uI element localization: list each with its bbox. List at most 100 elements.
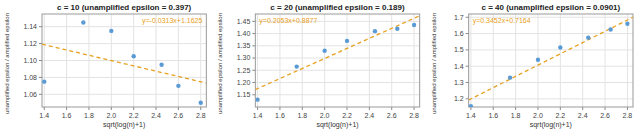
y-grid-line [42,26,206,27]
x-tick-label: 1.6 [62,112,72,119]
scatter-point [469,104,473,107]
scatter-point [508,75,512,79]
y-tick-label: 1.40 [237,30,251,37]
regression-line [42,44,206,83]
y-grid-line [42,43,206,44]
x-tick-label: 2.2 [129,112,139,119]
y-tick-label: 1.25 [237,67,251,74]
y-tick-label: 1.6 [454,30,464,37]
x-grid-line [582,14,583,107]
y-tick-label: 1.15 [237,91,251,98]
y-tick-label: 1.14 [23,23,37,30]
regression-line [255,16,419,90]
x-grid-line [470,14,471,107]
plot-frame [469,14,633,107]
y-tick-label: 1.7 [454,14,464,21]
x-tick-label: 1.6 [275,112,285,119]
title: c = 40 (unamplified epsilon = 0.0901) [481,3,620,12]
y-grid-line [255,70,419,71]
x-tick-label: 1.8 [511,112,521,119]
y-grid-line [469,49,633,50]
scatter-point [81,20,85,24]
x-tick-label: 2.4 [364,112,374,119]
x-tick-label: 1.6 [488,112,498,119]
x-axis-label: sqrt(log(n)+1) [530,121,572,129]
equation: y=0.3452x+0.7164 [473,17,531,25]
scatter-point [131,54,135,58]
marks [469,17,633,107]
marks [42,20,206,105]
x-grid-line [515,14,516,107]
scatter-point [586,35,590,39]
x-grid-line [302,14,303,107]
x-grid-line [605,14,606,107]
plot-area [255,14,419,107]
scatter-point [42,79,46,83]
y-tick-label: 1.3 [454,79,464,86]
regression-line [469,17,633,100]
x-tick-label: 1.4 [466,112,476,119]
y-tick-label: 1.4 [454,63,464,70]
x-grid-line [369,14,370,107]
x-tick-label: 2.8 [623,112,633,119]
y-grid-line [255,94,419,95]
panel: 1.4 1.6 1.8 2.0 2.2 2.4 2.6 2.8 1.06 1.08 1.10 1.12… [4,3,206,129]
x-tick-label: 2.6 [387,112,397,119]
plot-frame [255,14,419,107]
y-grid-line [255,45,419,46]
x-tick-label: 2.8 [409,112,419,119]
x-tick-label: 2.8 [196,112,206,119]
plot-frame [42,14,206,107]
y-grid-line [255,33,419,34]
y-grid-line [255,82,419,83]
x-tick-label: 2.0 [533,112,543,119]
y-grid-line [469,66,633,67]
x-tick-label: 2.4 [151,112,161,119]
x-grid-line [627,14,628,107]
y-tick-label: 1.06 [23,91,37,98]
y-axis-label: unamplified epsilon / amplified epsilon [4,13,10,114]
y-tick-label: 1.20 [237,79,251,86]
scatter-point [412,23,416,27]
x-axis-label: sqrt(log(n)+1) [316,121,358,129]
x-grid-line [560,14,561,107]
y-tick-label: 1.08 [23,74,37,81]
y-tick-label: 1.30 [237,54,251,61]
scatter-point [255,97,259,101]
x-tick-label: 2.6 [174,112,184,119]
scatter-point [373,29,377,33]
y-tick-label: 1.5 [454,46,464,53]
y-grid-line [469,82,633,83]
x-tick-label: 1.8 [84,112,94,119]
scatter-point [558,45,562,49]
scatter-point [294,64,298,68]
equation: y=-0.0313x+1.1625 [142,17,202,25]
grid [42,14,206,107]
y-axis-label: unamplified epsilon / amplified epsilon [217,13,223,114]
x-tick-label: 2.6 [600,112,610,119]
x-tick-label: 2.4 [578,112,588,119]
title: c = 20 (unamplified epsilon = 0.189) [270,3,405,12]
scatter-point [625,22,629,26]
grid [255,14,419,107]
scatter-point [536,57,540,61]
x-tick-label: 1.4 [39,112,49,119]
y-tick-label: 1.35 [237,42,251,49]
scatter-point [345,39,349,43]
x-grid-line [257,14,258,107]
x-grid-line [347,14,348,107]
y-tick-label: 1.45 [237,18,251,25]
y-grid-line [42,94,206,95]
y-grid-line [469,98,633,99]
x-grid-line [324,14,325,107]
x-tick-label: 1.8 [297,112,307,119]
y-grid-line [469,33,633,34]
x-grid-line [493,14,494,107]
x-tick-label: 2.0 [106,112,116,119]
panel: 1.41.61.82.02.22.42.62.81.151.201.251.30… [217,3,419,129]
x-tick-label: 1.4 [253,112,263,119]
y-tick-label: 1.12 [23,40,37,47]
y-tick-label: 1.10 [23,57,37,64]
scatter-point [322,49,326,53]
x-grid-line [279,14,280,107]
